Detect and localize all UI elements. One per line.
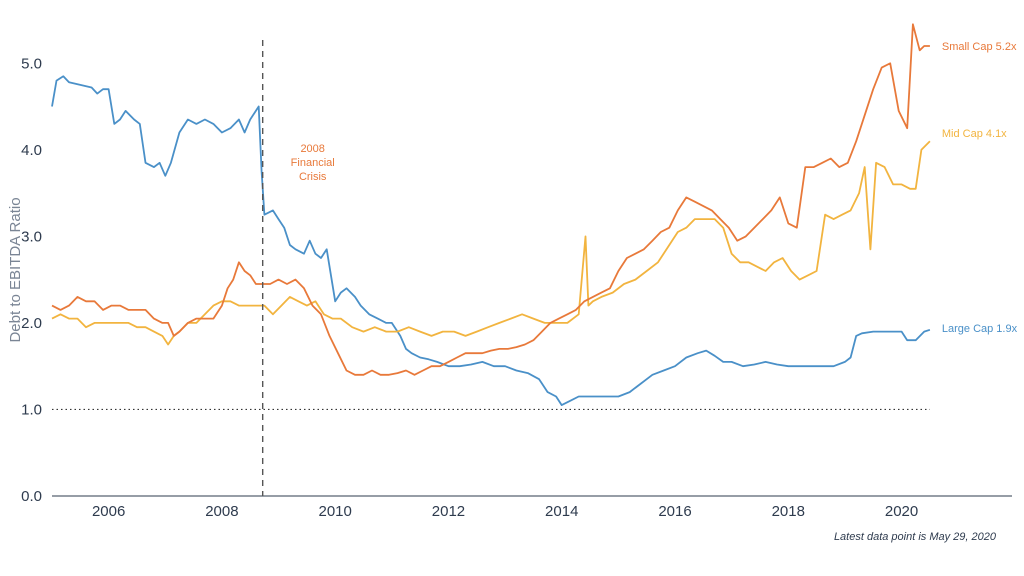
x-tick-label: 2008 <box>205 503 238 520</box>
y-tick-label: 2.0 <box>21 315 42 332</box>
annotation-line: 2008 <box>300 143 324 155</box>
annotation-line: Crisis <box>299 171 327 183</box>
series-end-label: Mid Cap 4.1x <box>942 128 1007 140</box>
y-tick-labels: 0.0 1.0 2.0 3.0 4.0 5.0 <box>21 55 42 505</box>
series-end-label: Large Cap 1.9x <box>942 323 1018 335</box>
x-tick-label: 2012 <box>432 503 465 520</box>
financial-crisis-annotation: 2008 Financial Crisis <box>291 143 335 183</box>
x-tick-labels: 2006 2008 2010 2012 2014 2016 2018 2020 <box>92 503 918 520</box>
series-lines <box>51 23 931 406</box>
y-tick-label: 1.0 <box>21 401 42 418</box>
x-tick-label: 2014 <box>545 503 578 520</box>
series-line-large-cap <box>51 75 931 406</box>
annotation-line: Financial <box>291 157 335 169</box>
series-line-mid-cap <box>51 140 931 346</box>
x-tick-label: 2020 <box>885 503 918 520</box>
footnote: Latest data point is May 29, 2020 <box>834 531 997 543</box>
y-tick-label: 0.0 <box>21 488 42 505</box>
series-line-small-cap <box>51 23 930 376</box>
x-tick-label: 2016 <box>658 503 691 520</box>
y-tick-label: 4.0 <box>21 142 42 159</box>
x-tick-label: 2006 <box>92 503 125 520</box>
y-tick-label: 3.0 <box>21 228 42 245</box>
y-axis-title: Debt to EBITDA Ratio <box>7 197 24 342</box>
x-tick-label: 2010 <box>318 503 351 520</box>
series-end-label: Small Cap 5.2x <box>942 41 1017 53</box>
x-tick-label: 2018 <box>772 503 805 520</box>
y-tick-label: 5.0 <box>21 55 42 72</box>
series-end-labels: Large Cap 1.9x Mid Cap 4.1x Small Cap 5.2x <box>942 41 1018 335</box>
